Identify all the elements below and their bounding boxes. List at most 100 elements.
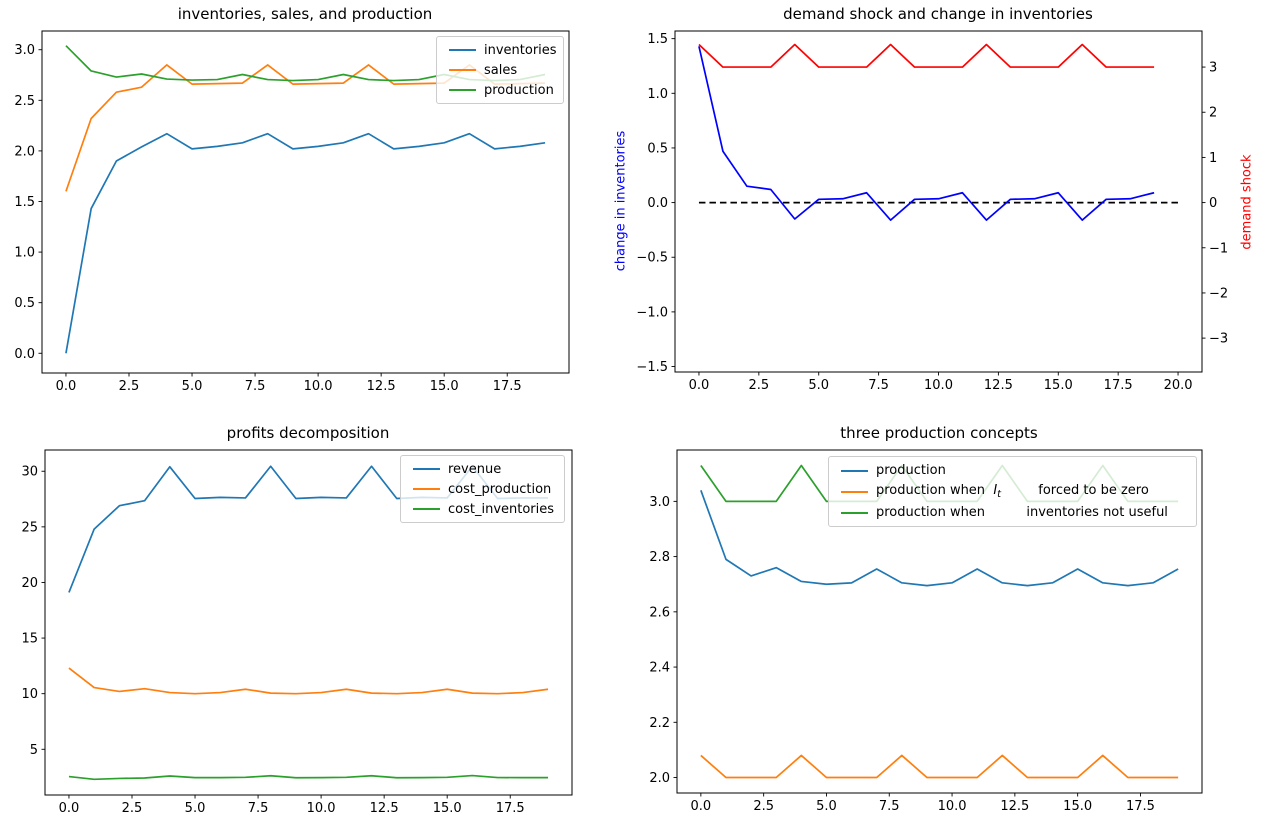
legend-item-label: revenue (448, 461, 502, 477)
axes-spines (41, 30, 570, 374)
y-tick-label: 25 (21, 520, 38, 535)
y-tick-label: 2.2 (649, 716, 670, 731)
y-tick-label: 0.5 (14, 296, 35, 311)
legend-item-production-when-inventories-not-useful: production when inventories not useful (835, 502, 1190, 523)
right-y-tick-label: 3 (1209, 61, 1217, 76)
legend-item-revenue: revenue (407, 459, 558, 479)
y-tick-label: 2.5 (14, 94, 35, 109)
x-tick-label: 5.0 (808, 378, 829, 393)
legend-item-label: inventories (484, 42, 557, 58)
legend-item-sales: sales (443, 60, 557, 80)
x-tick-label: 12.5 (1000, 799, 1029, 814)
x-tick-label: 5.0 (185, 801, 206, 816)
y-tick-label: 30 (21, 465, 38, 480)
legend-line-sample (413, 508, 440, 510)
x-tick-label: 0.0 (59, 801, 80, 816)
y-axis: 5 10 15 20 25 30 (21, 465, 45, 758)
right-y-axis: −3 −2 −1 0 1 2 3 (1202, 61, 1228, 347)
y-tick-label: 5 (30, 743, 38, 758)
legend-item-label: cost_production (448, 481, 552, 497)
y-tick-label: −1.0 (636, 305, 668, 320)
y-tick-label: 0.5 (647, 141, 668, 156)
y-tick-label: 2.0 (14, 144, 35, 159)
series-line-cost-inventories (68, 774, 549, 781)
x-axis: 0.0 2.5 5.0 7.5 10.0 12.5 15.0 17.5 (59, 795, 525, 816)
legend-inventories-sales-production: inventories sales production (436, 36, 564, 104)
legend-item-label: production when inventories not useful (876, 505, 1168, 520)
x-axis: 0.0 2.5 5.0 7.5 10.0 12.5 15.0 17.5 (691, 793, 1155, 814)
y-tick-label: 1.0 (14, 246, 35, 261)
legend-item-label: production (876, 463, 946, 478)
right-y-tick-label: 2 (1209, 106, 1217, 121)
chart-title-demand-shock: demand shock and change in inventories (783, 5, 1093, 23)
y-tick-label: 10 (21, 687, 38, 702)
x-tick-label: 12.5 (984, 378, 1013, 393)
legend-line-sample (449, 69, 476, 71)
x-tick-label: 17.5 (496, 801, 525, 816)
x-tick-label: 0.0 (56, 379, 77, 394)
chart-title-three-production-concepts: three production concepts (840, 424, 1038, 442)
x-tick-label: 5.0 (182, 379, 203, 394)
x-tick-label: 5.0 (816, 799, 837, 814)
x-tick-label: 7.5 (245, 379, 266, 394)
x-tick-label: 20.0 (1164, 378, 1193, 393)
y-tick-label: 15 (21, 632, 38, 647)
y-tick-label: 2.8 (649, 550, 670, 565)
series-line-change-in-inventories (698, 46, 1155, 221)
series-line-production (700, 490, 1179, 587)
series-line-production-when-i-t-forced-to-be-zero (700, 754, 1179, 779)
right-y-tick-label: −1 (1209, 241, 1228, 256)
y-tick-label: −0.5 (636, 251, 668, 266)
x-tick-label: 17.5 (1126, 799, 1155, 814)
x-tick-label: 7.5 (879, 799, 900, 814)
legend-item-cost-inventories: cost_inventories (407, 499, 558, 519)
x-tick-label: 10.0 (307, 801, 336, 816)
right-y-tick-label: 1 (1209, 151, 1217, 166)
y-axis: −1.5 −1.0 −0.5 0.0 0.5 1.0 1.5 (636, 32, 675, 375)
chart-title-inventories-sales-production: inventories, sales, and production (177, 5, 433, 23)
y-tick-label: 3.0 (14, 43, 35, 58)
legend-item-production: production (835, 460, 1190, 481)
series-line-inventories (65, 132, 546, 354)
legend-item-inventories: inventories (443, 40, 557, 60)
axes-spines (44, 449, 573, 796)
y-tick-label: 20 (21, 576, 38, 591)
legend-line-sample (841, 511, 868, 514)
chart-title-profits-decomposition: profits decomposition (226, 424, 390, 442)
y-tick-label: 0.0 (647, 196, 668, 211)
legend-item-production: production (443, 80, 557, 100)
y-tick-label: −1.5 (636, 360, 668, 375)
y-tick-label: 1.5 (14, 195, 35, 210)
legend-item-label: production when It forced to be zero (876, 483, 1149, 500)
y-tick-label: 2.6 (649, 605, 670, 620)
y-tick-label: 0.0 (14, 347, 35, 362)
legend-item-label: sales (484, 62, 518, 78)
x-tick-label: 15.0 (1063, 799, 1092, 814)
x-axis: 0.0 2.5 5.0 7.5 10.0 12.5 15.0 17.5 20.0 (689, 372, 1193, 393)
legend-line-sample (413, 488, 440, 490)
legend-line-sample (841, 469, 868, 472)
x-tick-label: 12.5 (370, 801, 399, 816)
legend-line-sample (449, 49, 476, 51)
legend-item-cost-production: cost_production (407, 479, 558, 499)
x-tick-label: 2.5 (748, 378, 769, 393)
x-tick-label: 10.0 (304, 379, 333, 394)
legend-line-sample (413, 468, 440, 470)
legend-item-production-when-i-t-forced-to-be-zero: production when It forced to be zero (835, 481, 1190, 502)
y-tick-label: 2.0 (649, 771, 670, 786)
y-tick-label: 1.5 (647, 32, 668, 47)
x-tick-label: 15.0 (1044, 378, 1073, 393)
x-tick-label: 17.5 (1104, 378, 1133, 393)
x-axis: 0.0 2.5 5.0 7.5 10.0 12.5 15.0 17.5 (56, 373, 522, 394)
x-tick-label: 7.5 (248, 801, 269, 816)
x-tick-label: 2.5 (122, 801, 143, 816)
x-tick-label: 10.0 (938, 799, 967, 814)
y-axis: 2.0 2.2 2.4 2.6 2.8 3.0 (649, 495, 677, 786)
x-tick-label: 7.5 (868, 378, 889, 393)
x-tick-label: 15.0 (430, 379, 459, 394)
x-tick-label: 15.0 (433, 801, 462, 816)
y-tick-label: 2.4 (649, 661, 670, 676)
